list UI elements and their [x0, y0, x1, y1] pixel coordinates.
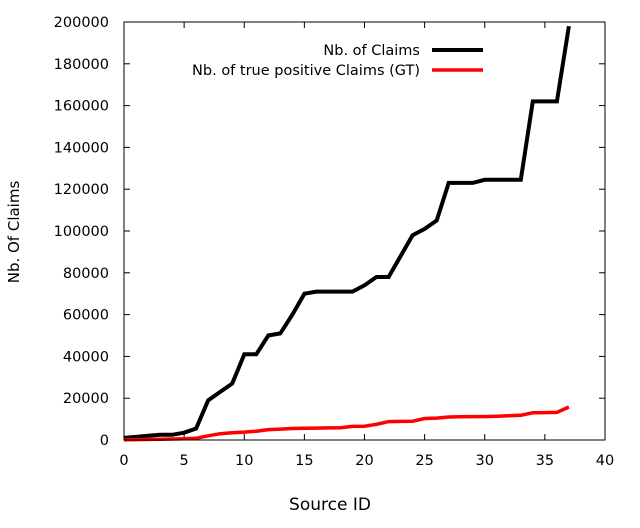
series-line-1 — [123, 25, 571, 440]
x-tick-label: 40 — [596, 453, 614, 469]
x-tick-label: 0 — [119, 453, 128, 469]
y-axis-title: Nb. Of Claims — [5, 181, 23, 284]
y-tick-label: 200000 — [54, 15, 109, 31]
series-layer — [123, 25, 571, 442]
x-axis-title: Source ID — [289, 495, 371, 515]
x-tick-label: 10 — [235, 453, 253, 469]
x-tick-label: 20 — [355, 453, 373, 469]
x-tick-label: 25 — [415, 453, 433, 469]
y-tick-label: 180000 — [54, 57, 109, 73]
legend-label-2: Nb. of true positive Claims (GT) — [192, 63, 420, 79]
y-tick-label: 20000 — [63, 391, 109, 407]
legend: Nb. of Claims Nb. of true positive Claims… — [192, 43, 483, 79]
y-tick-label: 0 — [100, 433, 109, 449]
plot-frame — [123, 21, 606, 441]
x-tick-label: 15 — [295, 453, 313, 469]
y-tick-label: 60000 — [63, 308, 109, 324]
x-tick-label: 30 — [476, 453, 494, 469]
y-tick-label: 140000 — [54, 140, 109, 156]
y-tick-label: 100000 — [54, 224, 109, 240]
x-tick-label: 35 — [536, 453, 554, 469]
y-tick-label: 80000 — [63, 266, 109, 282]
x-tick-label: 5 — [180, 453, 189, 469]
y-tick-label: 120000 — [54, 182, 109, 198]
y-tick-label: 160000 — [54, 99, 109, 115]
tick-labels: 0 5 10 15 20 25 30 35 40 0 20000 40000 60000 80000 100… — [54, 15, 615, 469]
legend-label-1: Nb. of Claims — [323, 43, 420, 59]
y-tick-label: 40000 — [63, 349, 109, 365]
series-line-2 — [123, 405, 570, 442]
